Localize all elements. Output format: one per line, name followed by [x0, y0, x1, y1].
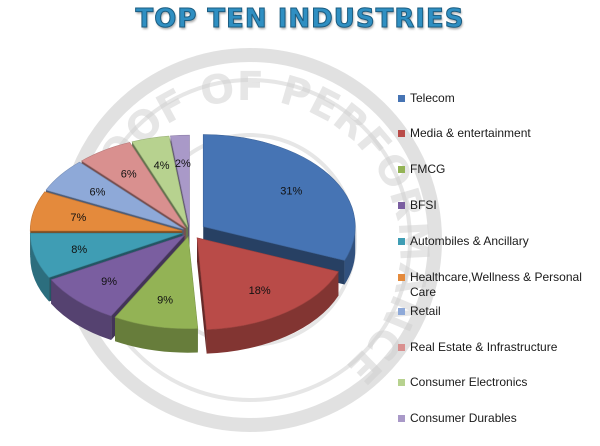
- pie-slice-wall-3-0: [51, 279, 112, 341]
- pie-slice-1: [196, 237, 339, 330]
- pie-slice-wall-0-0: [344, 226, 356, 285]
- legend-label-1: Media & entertainment: [410, 126, 531, 140]
- legend-label-5: Healthcare,Wellness & Personal Care: [410, 270, 582, 299]
- pie-slice-4: [29, 232, 183, 278]
- slice-value-label-6: 6%: [89, 186, 105, 198]
- legend-swatch-9: [398, 415, 405, 422]
- pie-slice-2: [114, 235, 199, 329]
- legend-label-3: BFSI: [410, 198, 437, 212]
- pie-slice-8: [131, 135, 189, 228]
- legend-swatch-0: [398, 95, 405, 102]
- legend-swatch-5: [398, 274, 405, 281]
- slice-value-label-1: 18%: [249, 285, 271, 297]
- legend-label-6: Retail: [410, 304, 441, 318]
- legend-label-0: Telecom: [410, 91, 455, 105]
- pie-slice-0: [202, 134, 356, 261]
- pie-slice-wall-2-0: [115, 317, 198, 353]
- slice-value-label-2: 9%: [157, 295, 173, 307]
- pie-slice-wall-1-0: [206, 271, 339, 354]
- slice-value-label-7: 6%: [121, 169, 137, 181]
- legend-swatch-4: [398, 238, 405, 245]
- pie-slice-7: [81, 142, 186, 229]
- legend-swatch-7: [398, 344, 405, 351]
- slice-value-label-5: 7%: [70, 212, 86, 224]
- slice-value-label-0: 31%: [280, 185, 302, 197]
- pie-slice-side-1-1: [197, 237, 207, 354]
- legend-label-2: FMCG: [410, 162, 446, 176]
- legend-label-4: Autombiles & Ancillary: [410, 234, 529, 248]
- legend-label-8: Consumer Electronics: [410, 375, 528, 389]
- legend-label-7: Real Estate & Infrastructure: [410, 340, 558, 354]
- pie-slice-6: [45, 161, 184, 230]
- legend-swatch-8: [398, 379, 405, 386]
- slice-value-label-4: 8%: [71, 244, 87, 256]
- legend-swatch-3: [398, 202, 405, 209]
- pie-slice-3: [50, 234, 186, 317]
- slice-value-label-3: 9%: [101, 276, 117, 288]
- pie-slice-wall-4-0: [30, 233, 50, 302]
- slice-value-label-8: 4%: [154, 160, 170, 172]
- pie-slice-9: [170, 134, 190, 228]
- pie-slice-5: [29, 191, 183, 232]
- chart-title: TOP TEN INDUSTRIES: [135, 4, 465, 35]
- legend-swatch-1: [398, 130, 405, 137]
- slice-value-label-9: 2%: [175, 158, 191, 170]
- pie-top-layer: 31% 18% 9% 9% 8% 7% 6% 6% 4% 2%: [29, 134, 356, 330]
- legend-swatch-6: [398, 308, 405, 315]
- legend-label-9: Consumer Durables: [410, 411, 517, 425]
- legend-swatch-2: [398, 166, 405, 173]
